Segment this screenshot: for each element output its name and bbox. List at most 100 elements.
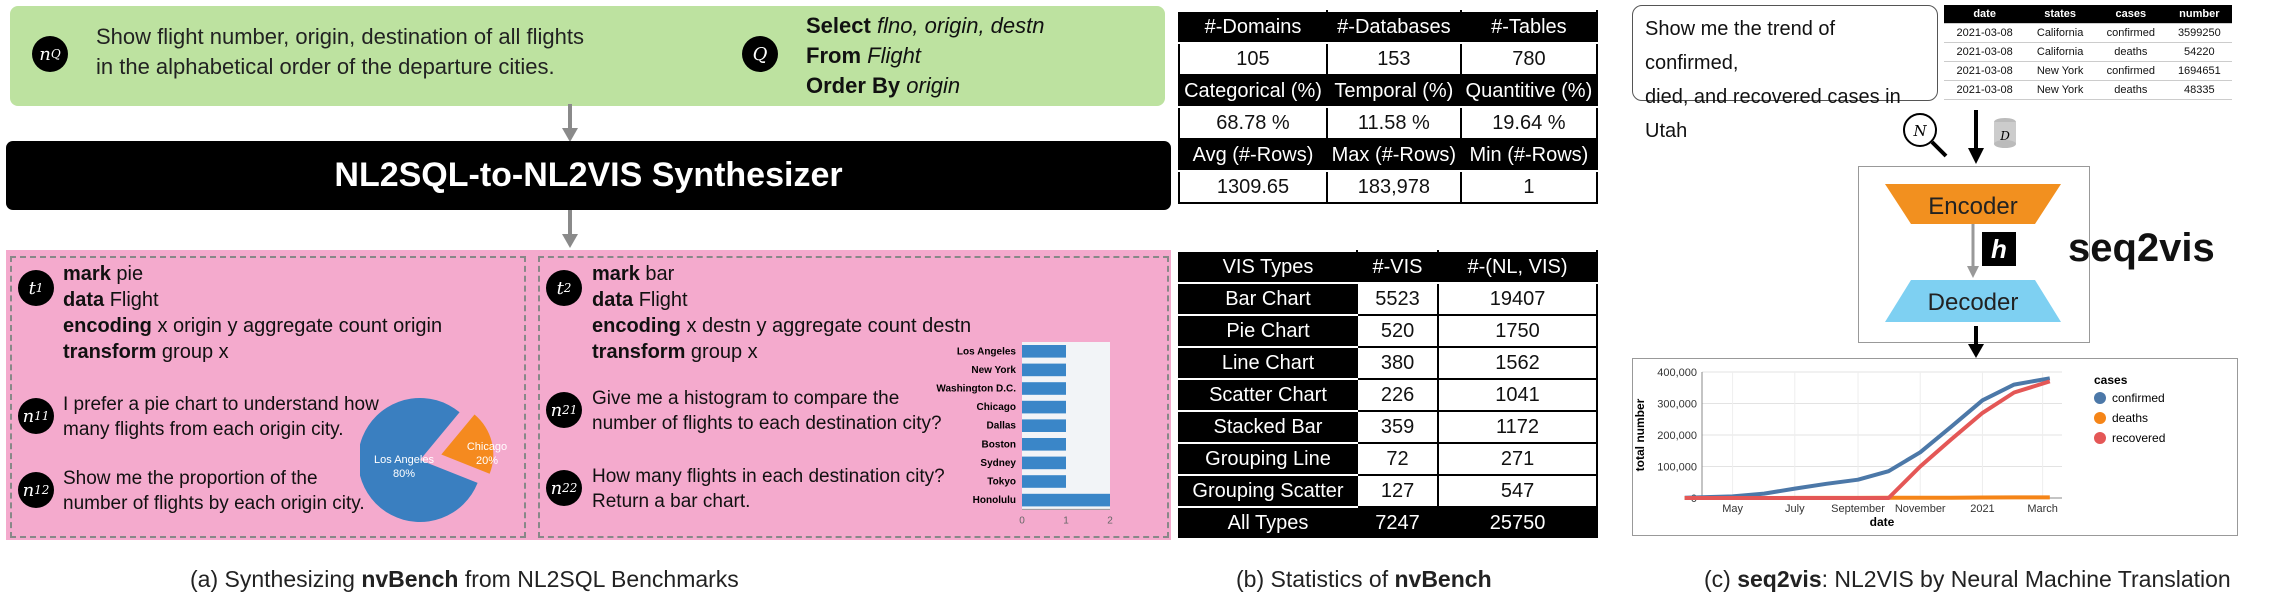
table-cell: 183,978 xyxy=(1325,170,1462,204)
table-row-label: Stacked Bar xyxy=(1178,410,1358,444)
y-tick-label: 400,000 xyxy=(1657,367,1697,379)
table-row-label: Line Chart xyxy=(1178,346,1358,380)
encoder-label: Encoder xyxy=(1928,193,2017,220)
table-row: Grouping Scatter 127 547 xyxy=(1178,474,1598,508)
bar-category-label: Los Angeles xyxy=(957,346,1017,357)
table-cell: 520 xyxy=(1355,314,1440,348)
legend-swatch xyxy=(2094,392,2106,404)
pie-pct-chicago: 20% xyxy=(476,455,498,467)
table-cell: 226 xyxy=(1355,378,1440,412)
synthesis-output-box xyxy=(6,250,1171,540)
bar-mark xyxy=(1022,382,1066,395)
bar-category-label: Sydney xyxy=(980,458,1016,469)
table-cell: 2021-03-08 xyxy=(1944,61,2026,81)
table-row-label: Grouping Scatter xyxy=(1178,474,1358,508)
table-row: Stacked Bar 359 1172 xyxy=(1178,410,1598,444)
nl-input-symbol: N xyxy=(1912,122,1927,140)
pie-label-chicago: Chicago xyxy=(467,441,507,453)
dataset-stats-table: #-Domains #-Databases #-Tables 105 153 7… xyxy=(1178,10,1599,204)
table-row: Avg (#-Rows) Max (#-Rows) Min (#-Rows) xyxy=(1178,138,1599,172)
table-cell: New York xyxy=(2025,80,2095,100)
table-cell: 2021-03-08 xyxy=(1944,42,2026,62)
right-vis-panel xyxy=(538,256,1169,538)
table-row-label: Bar Chart xyxy=(1178,282,1358,316)
table-header-cell: cases xyxy=(2094,5,2167,24)
table-cell: 54220 xyxy=(2166,42,2232,62)
seq2vis-title: seq2vis xyxy=(2068,226,2215,270)
table-cell: deaths xyxy=(2094,80,2167,100)
x-tick-label: November xyxy=(1895,503,1946,515)
legend-swatch xyxy=(2094,432,2106,444)
bar-category-label: Washington D.C. xyxy=(936,383,1016,394)
arrow-down-icon xyxy=(1968,326,1984,358)
y-axis-label: total number xyxy=(1633,398,1647,471)
series-line-recovered xyxy=(1684,379,2051,500)
sql-query: Select flno, origin, destn From Flight O… xyxy=(806,13,1045,98)
vis-spec-t1: mark pie data Flight encoding x origin y… xyxy=(63,263,443,363)
destination-bar-chart: Los Angeles New York Washington D.C. Chicag… xyxy=(936,342,1113,526)
table-cell: 48335 xyxy=(2166,80,2232,100)
table-cell: 153 xyxy=(1325,42,1462,76)
table-header-cell: Temporal (%) xyxy=(1325,74,1462,108)
table-cell: 547 xyxy=(1437,474,1598,508)
encoder-block xyxy=(1885,184,2061,224)
nl-query-text: Show flight number, origin, destination … xyxy=(96,24,584,79)
x-tick-label: 2021 xyxy=(1970,503,1994,515)
table-header-cell: Max (#-Rows) xyxy=(1325,138,1462,172)
table-cell: 68.78 % xyxy=(1178,106,1328,140)
table-cell: 1041 xyxy=(1437,378,1598,412)
bar-category-label: Boston xyxy=(982,439,1016,450)
table-row: Bar Chart 5523 19407 xyxy=(1178,282,1598,316)
database-symbol: D xyxy=(1999,129,2010,143)
synthesizer-bar: NL2SQL-to-NL2VIS Synthesizer xyxy=(6,141,1171,210)
table-row-label: Scatter Chart xyxy=(1178,378,1358,412)
caption-a: (a) Synthesizing nvBench from NL2SQL Ben… xyxy=(190,566,739,592)
table-row: 2021-03-08 California deaths 54220 xyxy=(1944,42,2232,62)
bar-mark xyxy=(1022,493,1110,507)
table-row: 2021-03-08 New York deaths 48335 xyxy=(1944,80,2232,100)
table-row-label: All Types xyxy=(1178,506,1358,540)
input-icons: N D xyxy=(1903,110,2016,164)
hidden-state-label: h xyxy=(1982,232,2016,266)
bar-mark xyxy=(1022,475,1066,488)
table-header-cell: Categorical (%) xyxy=(1178,74,1328,108)
x-tick-label: September xyxy=(1831,503,1885,515)
table-row: Line Chart 380 1562 xyxy=(1178,346,1598,380)
table-cell: 72 xyxy=(1355,442,1440,476)
table-header-cell: Avg (#-Rows) xyxy=(1178,138,1328,172)
pie-pct-los-angeles: 80% xyxy=(393,468,415,480)
table-row: Grouping Line 72 271 xyxy=(1178,442,1598,476)
series-line-confirmed xyxy=(1684,376,2051,500)
bar-mark xyxy=(1022,456,1066,470)
bar-x-tick-label: 0 xyxy=(1019,515,1025,526)
table-header-cell: #-Tables xyxy=(1459,10,1599,44)
bar-category-label: Honolulu xyxy=(973,495,1016,506)
table-cell: 127 xyxy=(1355,474,1440,508)
left-vis-panel xyxy=(10,256,526,538)
x-tick-label: July xyxy=(1785,503,1805,515)
table-cell: 1750 xyxy=(1437,314,1598,348)
table-row: 1309.65 183,978 1 xyxy=(1178,170,1599,204)
bar-category-label: New York xyxy=(971,365,1016,376)
caption-b: (b) Statistics of nvBench xyxy=(1236,566,1492,592)
table-cell: 25750 xyxy=(1437,506,1598,540)
nl-text-n12: Show me the proportion of the number of … xyxy=(63,468,365,514)
table-cell: 780 xyxy=(1459,42,1599,76)
table-row: 2021-03-08 California confirmed 3599250 xyxy=(1944,23,2232,43)
table-cell: confirmed xyxy=(2094,23,2167,43)
sql-query-symbol: Q xyxy=(742,36,778,72)
table-cell: 1172 xyxy=(1437,410,1598,444)
decoder-block xyxy=(1885,280,2061,322)
table-cell: California xyxy=(2025,23,2095,43)
table-cell: 2021-03-08 xyxy=(1944,23,2026,43)
table-cell: 1694651 xyxy=(2166,61,2232,81)
bar-category-label: Tokyo xyxy=(987,476,1016,487)
nl-text-n21: Give me a histogram to compare the numbe… xyxy=(592,388,942,434)
table-row: #-Domains #-Databases #-Tables xyxy=(1178,10,1599,44)
table-cell: 3599250 xyxy=(2166,23,2232,43)
decoder-label: Decoder xyxy=(1928,289,2019,316)
x-tick-label: May xyxy=(1722,503,1743,515)
